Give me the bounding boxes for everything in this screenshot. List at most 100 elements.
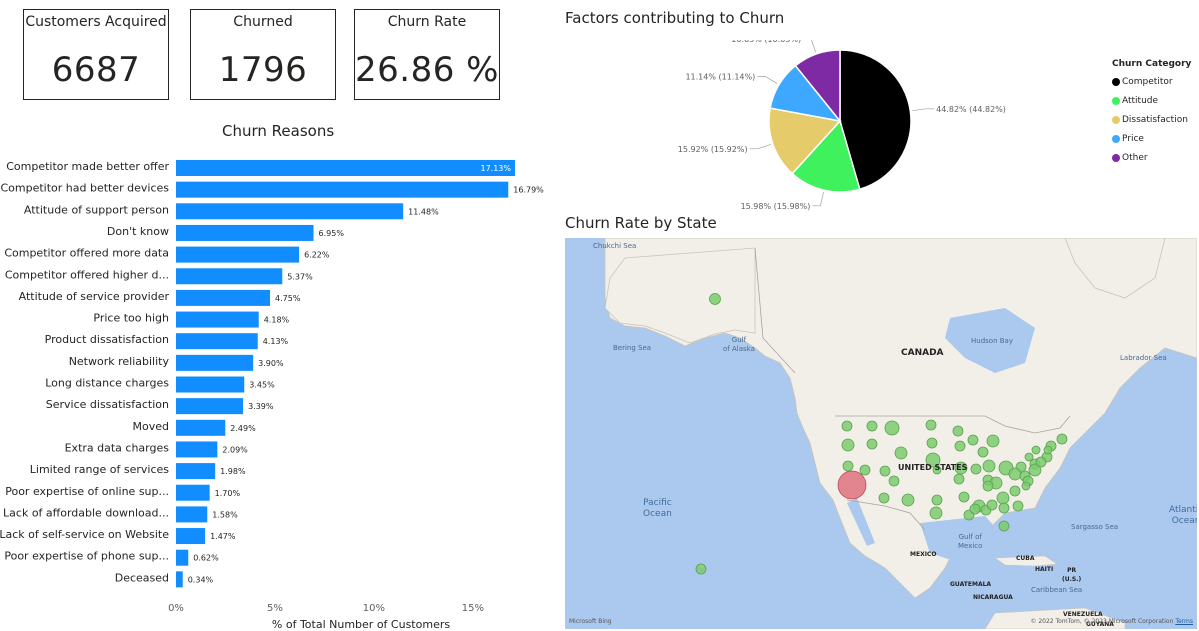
state-bubble[interactable] (953, 473, 965, 485)
state-bubble[interactable] (1021, 481, 1031, 491)
bar-data-label: 1.58% (212, 510, 238, 519)
churn-reasons-bar-chart[interactable]: Competitor made better offer 17.13% Compet… (0, 146, 560, 631)
kpi-label: Customers Acquired (25, 14, 167, 30)
bar[interactable] (176, 376, 245, 393)
state-bubble[interactable] (894, 446, 908, 460)
bar[interactable] (176, 549, 189, 566)
state-bubble[interactable] (929, 506, 943, 520)
state-bubble[interactable] (878, 492, 890, 504)
state-bubble-high-churn[interactable] (837, 470, 867, 500)
bar[interactable] (176, 571, 183, 588)
state-bubble[interactable] (879, 465, 891, 477)
state-bubble[interactable] (695, 563, 707, 575)
bar[interactable] (176, 354, 254, 371)
state-bubble[interactable] (841, 420, 853, 432)
legend-item-dissatisfaction[interactable]: Dissatisfaction (1112, 110, 1191, 129)
kpi-card-churned: Churned 1796 (190, 9, 336, 100)
state-bubble[interactable] (866, 420, 878, 432)
state-bubble[interactable] (1028, 463, 1042, 477)
state-bubble[interactable] (1035, 456, 1047, 468)
legend-item-competitor[interactable]: Competitor (1112, 72, 1191, 91)
state-bubble[interactable] (958, 491, 970, 503)
legend-item-other[interactable]: Other (1112, 148, 1191, 167)
bar[interactable] (176, 203, 404, 220)
state-bubble[interactable] (998, 520, 1010, 532)
state-bubble[interactable] (709, 293, 721, 305)
bar[interactable] (176, 160, 515, 176)
state-bubble[interactable] (996, 491, 1010, 505)
state-bubble[interactable] (967, 434, 979, 446)
state-bubble[interactable] (970, 463, 982, 475)
map-label-pr: PR (U.S.) (1062, 567, 1082, 583)
churn-factors-pie-chart[interactable]: 44.82% (44.82%) 15.98% (15.98%) 15.92% (15… (670, 40, 1050, 220)
bar[interactable] (176, 289, 271, 306)
state-bubble[interactable] (1009, 485, 1021, 497)
state-bubble[interactable] (1012, 500, 1024, 512)
bar-category-label: Competitor offered higher d... (5, 268, 169, 281)
state-bubble[interactable] (1031, 445, 1041, 455)
state-bubble[interactable] (982, 480, 994, 492)
state-bubble[interactable] (841, 438, 855, 452)
bar[interactable] (176, 528, 206, 545)
state-bubble[interactable] (932, 465, 942, 475)
state-bubble[interactable] (931, 494, 943, 506)
bar-data-label: 1.98% (220, 467, 246, 476)
legend-label: Other (1122, 152, 1148, 163)
state-bubble[interactable] (954, 440, 966, 452)
state-bubble[interactable] (1008, 467, 1022, 481)
state-bubble[interactable] (901, 493, 915, 507)
land-alaska (604, 247, 756, 344)
state-bubble[interactable] (1024, 452, 1034, 462)
bar[interactable] (176, 224, 314, 241)
terms-link[interactable]: Terms (1175, 618, 1193, 625)
state-bubble[interactable] (969, 503, 981, 515)
state-bubble[interactable] (925, 452, 941, 468)
bar[interactable] (176, 463, 216, 480)
pie-slice[interactable] (839, 49, 912, 191)
legend-item-attitude[interactable]: Attitude (1112, 91, 1191, 110)
state-bubble[interactable] (982, 459, 996, 473)
state-bubble[interactable] (952, 425, 964, 437)
bar[interactable] (176, 441, 218, 458)
state-bubble[interactable] (1043, 445, 1053, 455)
state-bubble[interactable] (925, 419, 937, 431)
bar[interactable] (176, 181, 509, 198)
kpi-value: 1796 (218, 50, 308, 90)
bar[interactable] (176, 484, 210, 501)
bar[interactable] (176, 246, 300, 263)
state-bubble[interactable] (884, 420, 900, 436)
map-label-atlantic: Atlantic Ocean (1169, 505, 1197, 526)
legend-item-price[interactable]: Price (1112, 129, 1191, 148)
state-bubble[interactable] (1056, 433, 1068, 445)
bar-data-label: 6.22% (304, 251, 330, 260)
pie-slice[interactable] (768, 107, 842, 175)
churn-rate-map[interactable]: Chukchi Sea Bering Sea Gulf of Alaska Hu… (565, 238, 1197, 629)
bar[interactable] (176, 268, 283, 285)
bar[interactable] (176, 311, 259, 328)
state-bubble[interactable] (986, 434, 1000, 448)
bar-category-label: Network reliability (69, 355, 170, 368)
state-bubble[interactable] (986, 499, 998, 511)
map-bubbles[interactable] (565, 238, 1197, 629)
bar-category-label: Attitude of support person (24, 203, 169, 216)
bar[interactable] (176, 419, 226, 436)
bar[interactable] (176, 506, 208, 523)
bar[interactable] (176, 333, 258, 350)
kpi-label: Churned (233, 14, 293, 30)
legend-dot (1112, 153, 1120, 162)
state-bubble[interactable] (926, 437, 938, 449)
kpi-card-churn-rate: Churn Rate 26.86 % (354, 9, 500, 100)
bar-data-label: 17.13% (480, 164, 511, 173)
state-bubble[interactable] (842, 460, 854, 472)
state-bubble[interactable] (998, 502, 1010, 514)
pie-slice[interactable] (794, 49, 841, 124)
state-bubble[interactable] (859, 464, 871, 476)
bar-category-label: Poor expertise of phone sup... (4, 550, 169, 563)
state-bubble[interactable] (977, 446, 989, 458)
state-bubble[interactable] (866, 438, 878, 450)
pie-slice[interactable] (791, 119, 861, 193)
bar-category-label: Poor expertise of online sup... (5, 485, 169, 498)
bar[interactable] (176, 398, 244, 415)
land-greenland (1064, 238, 1166, 299)
state-bubble[interactable] (888, 475, 900, 487)
